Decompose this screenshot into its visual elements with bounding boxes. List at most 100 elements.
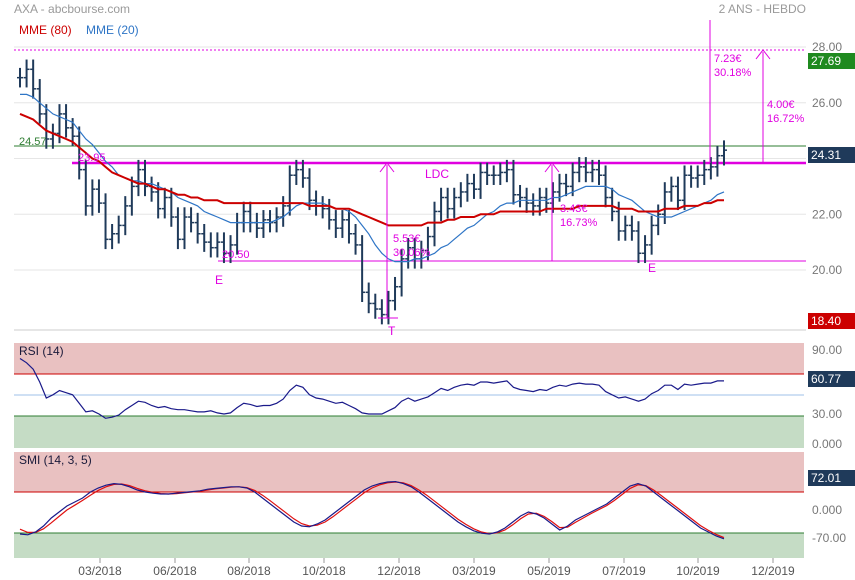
low-level-value: 18.40 bbox=[811, 314, 841, 328]
move1-eur: 5.53€ bbox=[393, 233, 421, 245]
price-bar bbox=[635, 221, 642, 264]
price-bar bbox=[694, 165, 701, 188]
last-price-box bbox=[808, 147, 855, 163]
price-bar bbox=[194, 212, 201, 244]
legend-mme80: MME (80) bbox=[19, 23, 72, 37]
price-bar bbox=[378, 299, 385, 325]
move4-eur: 4.00€ bbox=[767, 99, 795, 111]
price-bar bbox=[128, 176, 135, 216]
price-bar bbox=[648, 215, 655, 255]
price-bar bbox=[280, 196, 287, 227]
price-bar bbox=[701, 159, 708, 185]
smi-tick-minus70: -70.00 bbox=[812, 531, 846, 545]
price-bar bbox=[240, 201, 247, 233]
x-tick-label: 05/2019 bbox=[527, 564, 571, 578]
high-level-value: 27.69 bbox=[811, 54, 841, 68]
price-y-tick: 26.00 bbox=[812, 96, 842, 110]
price-bar bbox=[477, 162, 484, 199]
price-bar bbox=[345, 210, 352, 244]
rsi-overbought-zone bbox=[14, 343, 804, 374]
price-bar bbox=[431, 201, 438, 247]
price-bar bbox=[339, 210, 346, 238]
mme80-line bbox=[19, 112, 724, 227]
price-bar bbox=[424, 226, 431, 261]
price-bar bbox=[89, 179, 96, 216]
price-bar bbox=[30, 59, 37, 99]
move2-eur: 3.43€ bbox=[560, 203, 588, 215]
price-bar bbox=[714, 145, 721, 177]
price-bar bbox=[628, 215, 635, 241]
price-bar bbox=[201, 224, 208, 252]
price-bar bbox=[207, 232, 214, 258]
price-bar bbox=[484, 162, 491, 185]
level-23-95-label: 23.95 bbox=[78, 152, 106, 164]
rsi-last-value: 60.77 bbox=[811, 372, 841, 386]
price-bar bbox=[306, 168, 313, 211]
price-bar bbox=[582, 157, 589, 183]
price-bar bbox=[470, 173, 477, 199]
price-bar bbox=[293, 159, 300, 185]
measure-arrow-2-head bbox=[544, 162, 560, 173]
rsi-title: RSI (14) bbox=[19, 344, 64, 358]
price-bar bbox=[622, 215, 629, 241]
price-bar bbox=[102, 193, 109, 250]
x-tick-label: 03/2018 bbox=[78, 564, 122, 578]
price-bar bbox=[326, 198, 333, 230]
price-bar bbox=[595, 159, 602, 185]
price-bar bbox=[451, 187, 458, 219]
price-bar bbox=[214, 232, 221, 258]
price-bars bbox=[17, 59, 727, 325]
price-bar bbox=[674, 176, 681, 211]
price-bar bbox=[260, 210, 267, 238]
smi-signal-line bbox=[19, 481, 725, 539]
rsi-tick-30: 30.00 bbox=[812, 407, 842, 421]
mme20-line bbox=[20, 93, 725, 263]
chart-source-title: AXA - abcbourse.com bbox=[14, 2, 130, 16]
price-bar bbox=[661, 182, 668, 225]
price-bar bbox=[227, 235, 234, 264]
price-bar bbox=[115, 215, 122, 244]
price-bar bbox=[490, 165, 497, 185]
chart-period: 2 ANS - HEBDO bbox=[719, 2, 806, 16]
price-bar bbox=[253, 212, 260, 238]
price-bar bbox=[464, 173, 471, 202]
price-bar bbox=[63, 104, 70, 138]
smi-last-box bbox=[808, 470, 855, 486]
smi-oversold-zone bbox=[14, 533, 804, 558]
x-tick-label: 12/2018 bbox=[377, 564, 421, 578]
price-y-tick: 22.00 bbox=[812, 207, 842, 221]
e-right-label: E bbox=[648, 261, 656, 275]
price-bar bbox=[517, 184, 524, 208]
price-bar bbox=[319, 196, 326, 219]
legend-mme20: MME (20) bbox=[86, 23, 139, 37]
price-bar bbox=[668, 176, 675, 202]
price-bar bbox=[76, 126, 83, 180]
price-bar bbox=[392, 276, 399, 311]
rsi-last-box bbox=[808, 371, 855, 387]
price-bar bbox=[503, 159, 510, 183]
price-bar bbox=[372, 293, 379, 319]
e-left-label: E bbox=[215, 273, 223, 287]
price-bar bbox=[365, 282, 372, 314]
price-bar bbox=[168, 187, 175, 227]
price-bar bbox=[405, 237, 412, 269]
price-bar bbox=[385, 290, 392, 325]
x-tick-label: 03/2019 bbox=[452, 564, 496, 578]
smi-title: SMI (14, 3, 5) bbox=[19, 453, 92, 467]
price-bar bbox=[109, 224, 116, 250]
price-y-tick: 20.00 bbox=[812, 263, 842, 277]
move2-pct: 16.73% bbox=[560, 217, 598, 229]
price-bar bbox=[398, 249, 405, 297]
price-bar bbox=[438, 187, 445, 222]
price-bar bbox=[688, 165, 695, 188]
price-bar bbox=[17, 67, 23, 88]
high-level-box bbox=[808, 53, 855, 69]
move3-eur: 7.23€ bbox=[714, 53, 742, 65]
price-bar bbox=[497, 162, 504, 185]
price-bar bbox=[174, 207, 181, 250]
price-bar bbox=[49, 123, 56, 149]
x-tick-label: 10/2018 bbox=[302, 564, 346, 578]
price-bar bbox=[299, 159, 306, 188]
price-bar bbox=[589, 159, 596, 183]
